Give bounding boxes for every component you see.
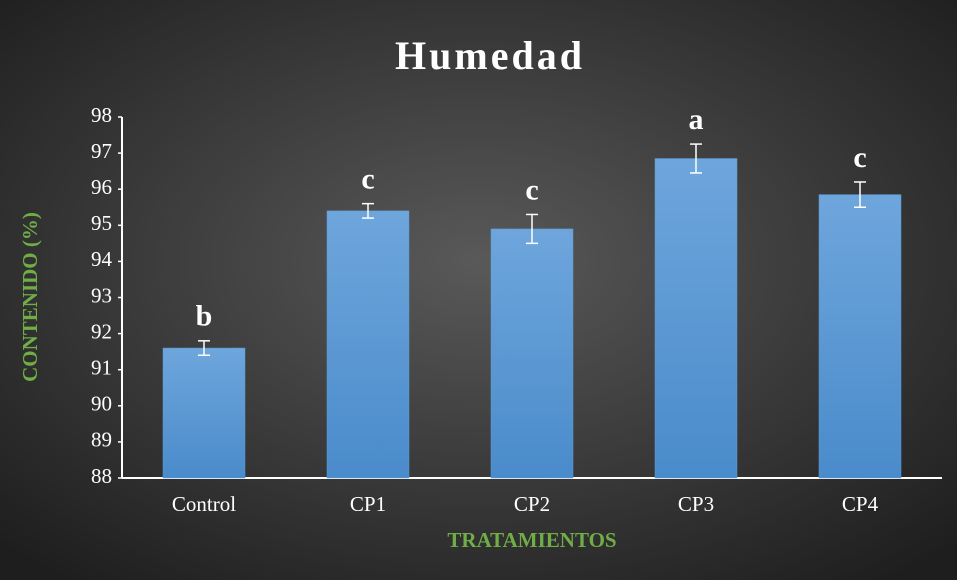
y-tick-label: 91 bbox=[91, 356, 112, 380]
significance-letter: a bbox=[689, 103, 704, 136]
significance-letter: c bbox=[525, 173, 538, 206]
y-tick-label: 95 bbox=[91, 211, 112, 235]
x-axis-label: TRATAMIENTOS bbox=[447, 528, 616, 552]
y-tick-label: 93 bbox=[91, 283, 112, 307]
error-bar bbox=[854, 181, 866, 208]
x-tick-label: CP3 bbox=[678, 492, 714, 516]
y-tick-label: 90 bbox=[91, 392, 112, 416]
bar bbox=[326, 210, 410, 479]
significance-letter: c bbox=[361, 163, 374, 196]
x-tick-label: CP4 bbox=[842, 492, 879, 516]
bar bbox=[654, 158, 738, 479]
y-tick-label: 89 bbox=[91, 428, 112, 452]
y-tick-label: 97 bbox=[91, 139, 112, 163]
error-bar bbox=[362, 202, 374, 219]
chart-title: Humedad bbox=[395, 33, 585, 78]
error-bar bbox=[198, 340, 210, 357]
y-axis-label: CONTENIDO (%) bbox=[18, 212, 42, 382]
significance-letter: c bbox=[853, 141, 866, 174]
significance-letter: b bbox=[196, 300, 213, 333]
y-tick-label: 88 bbox=[91, 464, 112, 488]
x-tick-label: Control bbox=[172, 492, 236, 516]
x-tick-label: CP2 bbox=[514, 492, 550, 516]
bar bbox=[818, 194, 902, 479]
y-tick-label: 92 bbox=[91, 319, 112, 343]
x-tick-label: CP1 bbox=[350, 492, 386, 516]
error-bar bbox=[690, 143, 702, 174]
y-tick-label: 94 bbox=[91, 247, 113, 271]
y-tick-label: 96 bbox=[91, 175, 112, 199]
error-bar bbox=[526, 213, 538, 245]
bar bbox=[162, 347, 246, 479]
y-tick-label: 98 bbox=[91, 103, 112, 127]
bar bbox=[490, 228, 574, 479]
